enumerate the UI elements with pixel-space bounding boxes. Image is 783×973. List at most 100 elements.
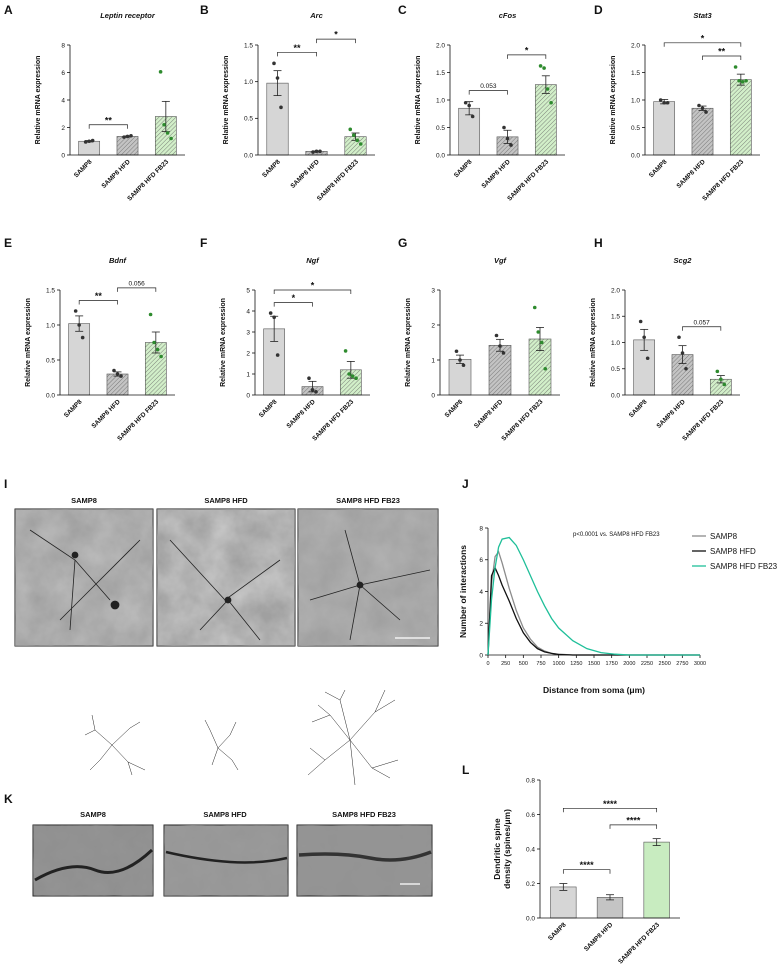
significance-label: 0.053 [480,83,497,90]
panel-letter: K [4,792,13,806]
panel-letter: A [4,3,13,17]
data-point [90,138,95,143]
data-point [638,319,643,324]
x-tick-label: SAMP8 [73,158,94,179]
x-tick-label: 1000 [553,661,565,667]
significance-label: ** [718,47,726,57]
significance-bracket [562,869,611,874]
neuron-tracing [84,689,399,786]
y-tick-label: 5 [246,287,250,294]
data-point [112,368,116,373]
bar [643,841,670,919]
x-tick-label: SAMP8 [444,398,465,419]
data-point [314,390,318,394]
data-point [545,87,550,91]
significance-bracket [609,824,658,829]
image-label: SAMP8 HFD FB23 [336,496,400,505]
x-tick-label: SAMP8 HFD [473,398,505,430]
data-point [532,305,537,310]
data-point [733,65,738,69]
bar [534,84,557,156]
chart-title: Leptin receptor [100,11,156,20]
data-point [498,344,502,348]
y-axis-label: Relative mRNA expression [415,56,422,145]
chart-title: cFos [499,11,517,20]
significance-label: ** [293,43,301,53]
data-point [549,100,553,105]
x-tick-label: SAMP8 HFD FB23 [500,398,544,442]
data-point [470,114,475,119]
data-point [73,309,78,313]
image-label: SAMP8 HFD FB23 [332,810,396,819]
y-tick-label: 0.0 [244,152,253,159]
error-bar [346,360,355,379]
x-tick-label: SAMP8 HFD FB23 [681,398,725,442]
x-tick-label: 1250 [570,661,582,667]
data-point [83,140,88,144]
y-tick-label: 1.0 [46,322,55,329]
y-tick-label: 8 [61,42,65,49]
data-point [505,136,510,141]
data-point [539,340,544,345]
data-point [543,366,548,371]
x-tick-label: 2000 [623,661,635,667]
y-tick-label: 2 [246,350,250,357]
x-tick-label: SAMP8 HFD FB23 [311,398,355,442]
y-tick-label: 0.2 [526,881,535,888]
bar [68,323,91,396]
error-bar [541,75,550,94]
image-label: SAMP8 [80,810,106,819]
image-label: SAMP8 HFD [204,496,248,505]
significance-bracket [663,42,742,47]
x-tick-label: SAMP8 [547,921,568,942]
bar [691,107,714,156]
x-tick-label: SAMP8 HFD FB23 [316,158,360,202]
data-point [148,312,153,317]
y-tick-label: 0.5 [436,125,445,132]
x-tick-label: SAMP8 [261,158,282,179]
data-point [314,149,319,154]
chart-title: Arc [309,11,323,20]
data-point [343,349,348,353]
data-point [80,335,85,340]
y-tick-label: 2 [431,322,435,329]
data-point [722,382,727,387]
significance-label: ** [105,115,113,125]
x-tick-label: 250 [501,661,510,667]
x-tick-label: SAMP8 [628,398,649,419]
data-point [275,353,280,357]
y-tick-label: 6 [61,70,65,77]
bar [653,101,676,156]
data-point [662,100,666,105]
data-point [272,61,276,66]
y-tick-label: 1.5 [631,70,640,77]
data-point [680,351,685,355]
data-point [159,354,163,359]
data-point [268,311,273,315]
data-point [704,110,708,114]
y-tick-label: 8 [479,525,483,532]
y-axis-label: density (spines/μm) [502,809,512,889]
bar [106,373,129,396]
significance-bracket [273,289,352,294]
significance-bracket [78,300,118,305]
data-point [494,333,499,338]
x-tick-label: SAMP8 HFD [675,158,707,190]
error-bar [273,70,282,96]
legend-label: SAMP8 HFD FB23 [710,562,778,571]
data-point [347,372,351,376]
significance-bracket [88,124,128,129]
y-tick-label: 1.0 [631,97,640,104]
data-point [350,374,355,378]
y-tick-label: 0 [431,392,435,399]
x-tick-label: SAMP8 HFD [289,158,321,190]
line-series [487,536,700,656]
data-point [125,134,130,139]
significance-label: * [525,45,529,55]
y-tick-label: 1.5 [244,42,253,49]
y-axis-label: Relative mRNA expression [610,56,617,145]
bar [729,79,752,156]
y-tick-label: 0.8 [526,777,535,784]
data-point [737,78,741,83]
legend-label: SAMP8 [710,532,738,541]
